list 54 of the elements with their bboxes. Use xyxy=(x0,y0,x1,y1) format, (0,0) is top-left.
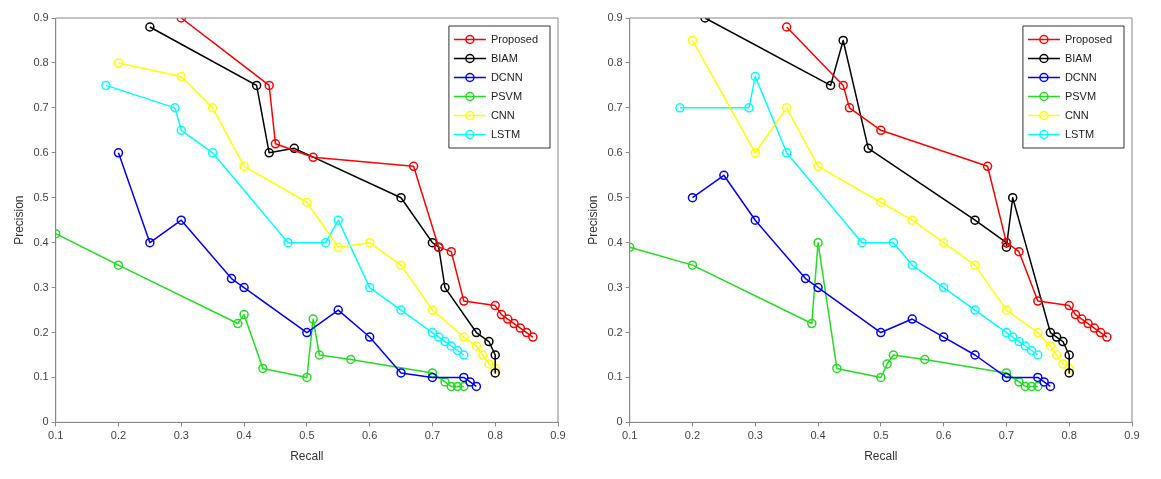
y-tick-label: 0.9 xyxy=(33,11,49,24)
y-tick-label: 0.5 xyxy=(33,190,49,203)
y-tick-label: 0.9 xyxy=(607,11,623,24)
legend-label: Proposed xyxy=(490,32,539,45)
y-tick-label: 0.8 xyxy=(33,55,49,68)
x-tick-label: 0.3 xyxy=(747,429,763,442)
x-tick-label: 0.6 xyxy=(935,429,952,442)
x-tick-label: 0.7 xyxy=(424,429,441,442)
y-axis-title: Precision xyxy=(11,195,26,245)
legend-label: BIAM xyxy=(490,51,518,64)
y-tick-label: 0.4 xyxy=(607,235,623,248)
legend-label: DCNN xyxy=(490,70,523,83)
x-tick-label: 0.9 xyxy=(1124,429,1140,442)
y-axis-title: Precision xyxy=(585,195,600,245)
x-tick-label: 0.8 xyxy=(487,429,503,442)
legend-label: Proposed xyxy=(1064,32,1113,45)
x-tick-label: 0.5 xyxy=(299,429,315,442)
x-tick-label: 0.5 xyxy=(873,429,889,442)
y-tick-label: 0.1 xyxy=(607,370,623,383)
y-tick-label: 0.3 xyxy=(33,280,49,293)
x-tick-label: 0.1 xyxy=(48,429,64,442)
x-tick-label: 0.8 xyxy=(1061,429,1077,442)
y-tick-label: 0.3 xyxy=(607,280,623,293)
y-tick-label: 0.6 xyxy=(33,145,49,158)
x-tick-label: 0.9 xyxy=(550,429,566,442)
y-tick-label: 0.6 xyxy=(607,145,623,158)
legend-label: LSTM xyxy=(1064,127,1095,140)
y-tick-label: 0.1 xyxy=(33,370,49,383)
legend-label: PSVM xyxy=(490,89,523,102)
x-axis-title: Recall xyxy=(864,449,898,464)
y-tick-label: 0 xyxy=(616,415,623,428)
x-tick-label: 0.2 xyxy=(110,429,127,442)
x-tick-label: 0.2 xyxy=(684,429,701,442)
legend-label: CNN xyxy=(490,108,515,121)
y-tick-label: 0.5 xyxy=(607,190,623,203)
y-tick-label: 0 xyxy=(42,415,49,428)
legend-label: BIAM xyxy=(1064,51,1092,64)
x-tick-label: 0.7 xyxy=(998,429,1015,442)
x-axis-title: Recall xyxy=(290,449,324,464)
legend-label: DCNN xyxy=(1064,70,1097,83)
legend-label: LSTM xyxy=(490,127,521,140)
x-tick-label: 0.4 xyxy=(236,429,252,442)
x-tick-label: 0.3 xyxy=(173,429,189,442)
y-tick-label: 0.2 xyxy=(607,325,623,338)
x-tick-label: 0.4 xyxy=(810,429,826,442)
y-tick-label: 0.8 xyxy=(607,55,623,68)
x-tick-label: 0.1 xyxy=(622,429,638,442)
y-tick-label: 0.7 xyxy=(33,100,49,113)
y-tick-label: 0.2 xyxy=(33,325,49,338)
x-tick-label: 0.6 xyxy=(361,429,378,442)
y-tick-label: 0.4 xyxy=(33,235,49,248)
legend-label: PSVM xyxy=(1064,89,1097,102)
legend-label: CNN xyxy=(1064,108,1089,121)
y-tick-label: 0.7 xyxy=(607,100,623,113)
